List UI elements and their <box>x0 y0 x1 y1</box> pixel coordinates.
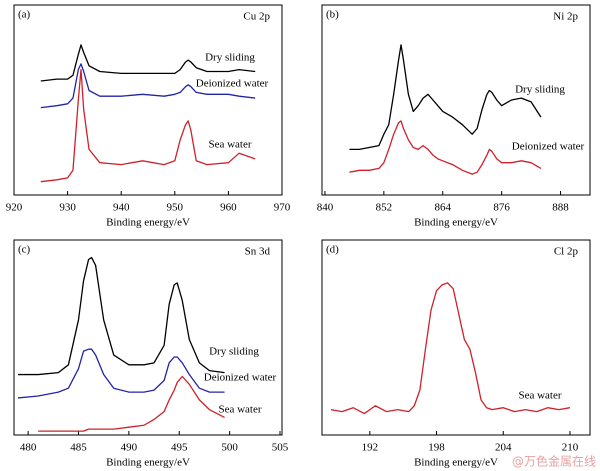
panel-title: Sn 3d <box>245 246 271 258</box>
panel-title: Cl 2p <box>554 246 579 258</box>
panel-label: (d) <box>326 244 339 256</box>
panel-label: (c) <box>18 244 31 256</box>
x-tick-label: 490 <box>121 442 138 454</box>
series-label: Dry sliding <box>515 84 565 96</box>
panel-title: Cu 2p <box>243 11 270 23</box>
spectrum-line <box>40 68 256 183</box>
x-tick-label: 940 <box>113 202 130 214</box>
series-label: Deionized water <box>512 141 585 153</box>
series-label: Dry sliding <box>205 52 255 64</box>
spectrum-line <box>330 282 571 415</box>
x-tick-label: 876 <box>493 202 510 214</box>
spectrum-line <box>18 256 225 376</box>
plot-frame <box>321 239 591 436</box>
x-tick-label: 888 <box>552 202 569 214</box>
spectrum-line <box>349 44 542 151</box>
x-tick-label: 960 <box>220 202 237 214</box>
x-tick-label: 852 <box>376 202 393 214</box>
x-tick-label: 970 <box>274 202 291 214</box>
x-tick-label: 840 <box>317 202 334 214</box>
series-label: Sea water <box>518 390 561 402</box>
spectrum-line <box>40 63 256 109</box>
plot-frame <box>13 4 283 196</box>
panel-title: Ni 2p <box>553 11 578 23</box>
series-label: Deionized water <box>204 372 277 384</box>
spectrum-line <box>38 375 225 432</box>
panel-label: (a) <box>18 9 31 21</box>
panel-label: (b) <box>326 9 339 21</box>
x-tick-label: 864 <box>434 202 451 214</box>
x-axis-label: Binding energy/eV <box>106 217 190 229</box>
watermark: @万色金属在线 <box>512 454 596 469</box>
x-tick-label: 480 <box>20 442 37 454</box>
x-tick-label: 930 <box>59 202 76 214</box>
series-label: Sea water <box>208 139 251 151</box>
series-label: Sea water <box>218 404 261 416</box>
x-tick-label: 950 <box>167 202 184 214</box>
series-label: Dry sliding <box>209 346 259 358</box>
spectrum-line <box>40 44 256 82</box>
x-axis-label: Binding energy/eV <box>414 457 498 469</box>
x-tick-label: 495 <box>171 442 188 454</box>
x-tick-label: 500 <box>221 442 238 454</box>
x-axis-label: Binding energy/eV <box>414 217 498 229</box>
x-tick-label: 210 <box>562 442 579 454</box>
plot-frame <box>321 4 591 196</box>
spectrum-line <box>349 120 542 175</box>
x-tick-label: 920 <box>6 202 23 214</box>
x-axis-label: Binding energy/eV <box>106 457 190 469</box>
series-label: Deionized water <box>196 78 269 90</box>
spectrum-line <box>17 348 225 399</box>
x-tick-label: 204 <box>495 442 512 454</box>
x-tick-label: 198 <box>428 442 445 454</box>
plot-frame <box>13 239 283 436</box>
x-tick-label: 192 <box>362 442 379 454</box>
x-tick-label: 505 <box>272 442 289 454</box>
x-tick-label: 485 <box>70 442 87 454</box>
